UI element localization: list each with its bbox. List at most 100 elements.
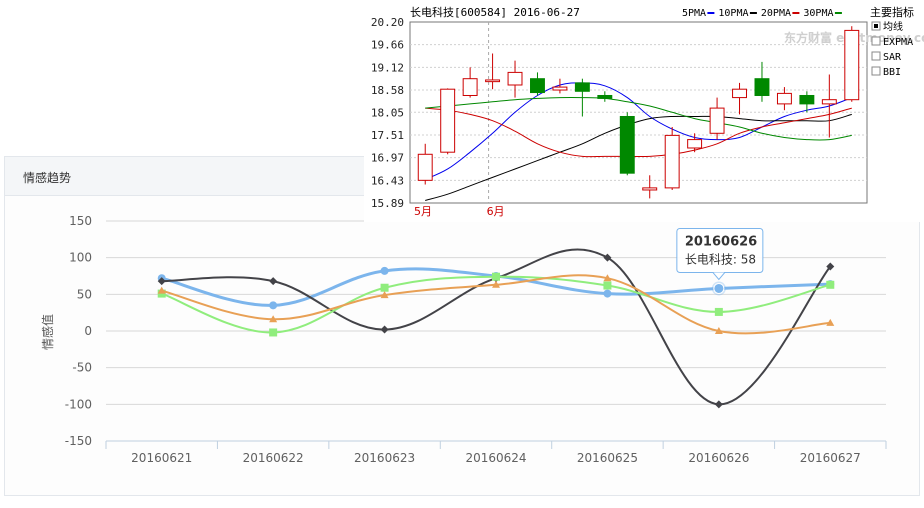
x-axis: 20160621 20160622 20160623 20160624 20160625… (105, 440, 887, 465)
grid-lines (106, 220, 886, 405)
panel-title: 情感趋势 (23, 171, 72, 185)
price-label: 15.89 (371, 197, 404, 210)
candle-body (732, 88, 747, 99)
data-point (269, 315, 278, 323)
ma-line (425, 82, 852, 180)
data-point (826, 262, 835, 271)
tooltip: 20160626 长电科技: 58 (676, 227, 764, 296)
candle-body (552, 86, 568, 91)
indicator-menu-title: 主要指标 (870, 5, 914, 19)
x-tick-label: 20160623 (354, 451, 415, 465)
month-label: 5月 (414, 205, 432, 218)
indicator-checkbox[interactable] (871, 66, 881, 76)
candle-body (574, 82, 590, 92)
y-tick-label: 0 (84, 324, 92, 338)
data-point (603, 274, 612, 282)
price-label: 16.43 (371, 174, 404, 187)
y-axis-title: 情感值 (40, 314, 55, 350)
data-point (380, 266, 389, 275)
legend-swatch (792, 12, 800, 14)
data-point (826, 318, 835, 326)
y-tick-label: -100 (65, 397, 92, 411)
data-point (380, 325, 389, 334)
x-tick-label: 20160625 (577, 451, 638, 465)
legend-label: 30PMA (803, 8, 833, 19)
indicator-option[interactable]: 均线 (883, 20, 903, 33)
x-tick-label: 20160624 (465, 451, 526, 465)
candle-body (799, 94, 815, 105)
price-label: 19.12 (371, 61, 404, 74)
data-point (714, 307, 723, 316)
tooltip-arrow (712, 272, 726, 281)
price-label: 18.58 (371, 84, 404, 97)
legend-swatch (834, 12, 842, 14)
checkbox-mark (874, 24, 878, 28)
legend-swatch (707, 12, 715, 14)
series-line (161, 248, 832, 406)
candle-body (776, 92, 792, 105)
price-label: 20.20 (371, 16, 404, 29)
tooltip-series: 长电科技 (685, 252, 733, 266)
data-point (714, 400, 723, 409)
indicator-option[interactable]: BBI (883, 67, 901, 78)
legend-label: 5PMA (682, 8, 706, 19)
ma-line (425, 107, 852, 158)
x-tick-label: 20160622 (243, 451, 304, 465)
data-point (603, 289, 612, 298)
candle-body (530, 78, 545, 94)
legend-label: 20PMA (761, 8, 791, 19)
candle-body (642, 187, 658, 191)
y-axis-labels: 150 100 50 0 -50 -100 -150 (65, 214, 92, 448)
data-point (269, 277, 278, 286)
data-point (380, 283, 389, 292)
data-point (269, 328, 278, 337)
candle-body (687, 139, 703, 149)
kline-title: 长电科技[600584] 2016-06-27 (410, 5, 580, 19)
data-point (492, 280, 500, 288)
candle-body (485, 79, 501, 83)
candle-body (754, 78, 770, 96)
price-label: 17.51 (371, 129, 404, 142)
price-label: 18.05 (371, 106, 404, 119)
indicator-option[interactable]: EXPMA (883, 37, 913, 48)
price-label: 16.97 (371, 152, 404, 165)
x-tick-label: 20160627 (800, 451, 861, 465)
price-label: 19.66 (371, 39, 404, 52)
y-tick-label: 150 (69, 214, 92, 228)
indicator-option[interactable]: SAR (883, 52, 902, 63)
highlight-point (713, 282, 725, 294)
kline-overlay: 20.20 19.66 19.12 18.58 18.05 17.51 16.97 16.43… (364, 0, 924, 222)
tooltip-date: 20160626 (685, 234, 757, 249)
ma-line (425, 96, 852, 141)
y-tick-label: -150 (65, 434, 92, 448)
series-group (157, 248, 835, 409)
data-point (157, 277, 166, 286)
month-label: 6月 (487, 205, 505, 218)
x-tick-label: 20160621 (131, 451, 192, 465)
candle-body (709, 107, 725, 134)
data-point (269, 301, 278, 310)
data-point (826, 280, 835, 289)
tooltip-number: 58 (741, 252, 756, 266)
data-point (603, 281, 612, 290)
indicator-checkbox[interactable] (871, 36, 881, 46)
candle-body (462, 78, 478, 96)
candle-body (417, 153, 433, 181)
x-tick-label: 20160626 (688, 451, 749, 465)
data-point (157, 286, 166, 294)
candle-body (597, 94, 613, 99)
indicator-checkbox[interactable] (871, 51, 881, 61)
kline-chart: 20.20 19.66 19.12 18.58 18.05 17.51 16.97 16.43… (371, 5, 924, 218)
legend-label: 10PMA (718, 8, 748, 19)
data-point (380, 291, 389, 299)
candle-body (844, 29, 860, 101)
data-point (603, 253, 612, 262)
y-tick-label: 50 (77, 287, 92, 301)
candle-body (440, 88, 456, 153)
ma-line (425, 113, 852, 201)
legend-swatch (749, 12, 757, 14)
candle-body (507, 71, 523, 86)
tooltip-value: 长电科技: 58 (685, 252, 756, 266)
y-tick-label: 100 (69, 251, 92, 265)
y-tick-label: -50 (72, 361, 92, 375)
